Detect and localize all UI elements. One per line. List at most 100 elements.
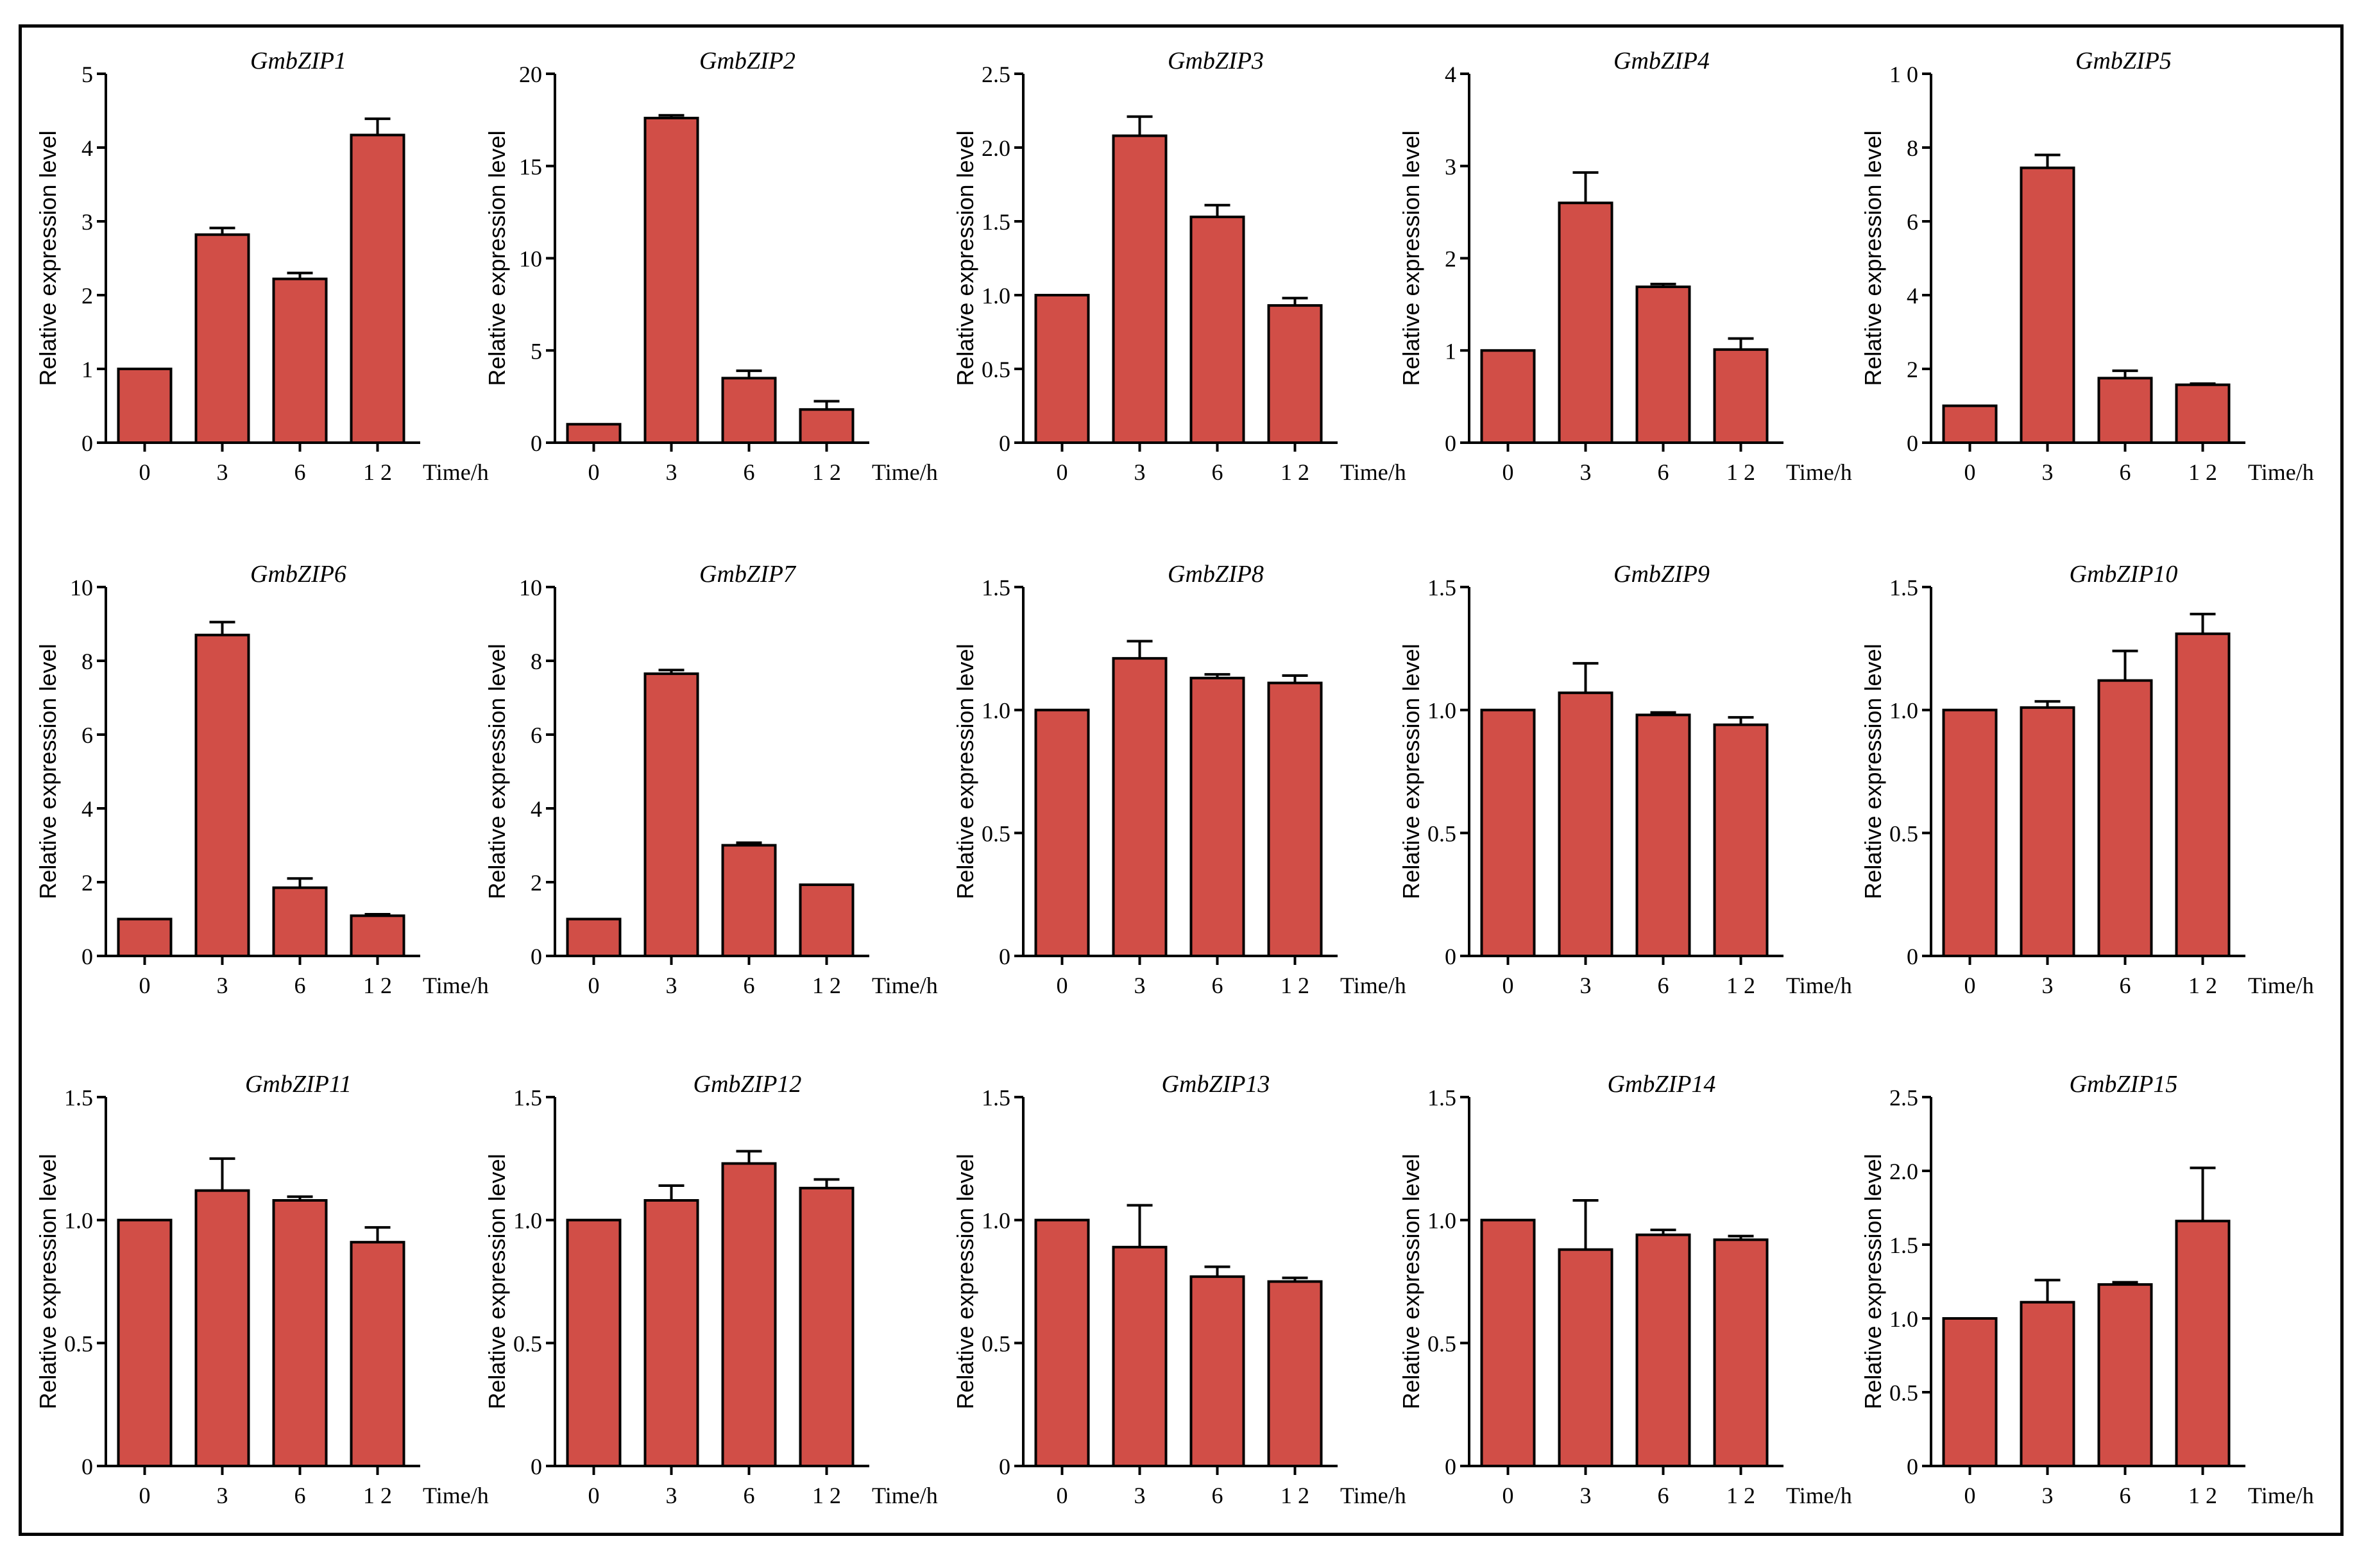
chart-title: GmbZIP5 bbox=[2075, 47, 2172, 74]
bar-3 bbox=[1112, 1245, 1168, 1468]
y-axis-label: Relative expression level bbox=[1860, 1154, 1886, 1409]
bar-0 bbox=[117, 917, 173, 957]
chart-title: GmbZIP7 bbox=[699, 561, 797, 588]
bar-0 bbox=[117, 1218, 173, 1467]
y-tick-label: 1.5 bbox=[513, 1085, 542, 1111]
bar-0 bbox=[1034, 294, 1090, 444]
y-tick-label: 1.0 bbox=[982, 1208, 1010, 1234]
chart-panel-14: GmbZIP14 Relative expression level 0 0.5 1.0… bbox=[1398, 1071, 1852, 1508]
bar-3 bbox=[2020, 166, 2075, 444]
bar-3 bbox=[194, 233, 250, 444]
y-axis-label: Relative expression level bbox=[35, 1154, 61, 1409]
y-axis-label: Relative expression level bbox=[952, 643, 978, 899]
bar-6 bbox=[1189, 216, 1245, 444]
x-axis-label: Time/h bbox=[2248, 1483, 2314, 1508]
x-tick-label: 0 bbox=[1502, 1483, 1514, 1508]
bar-12 bbox=[350, 1241, 405, 1467]
bar-3 bbox=[643, 117, 699, 444]
x-tick-label: 6 bbox=[2120, 459, 2131, 485]
y-tick-label: 0.5 bbox=[1427, 821, 1456, 846]
x-tick-label: 0 bbox=[139, 973, 151, 998]
y-tick-label: 0 bbox=[81, 944, 93, 969]
y-axis-label: Relative expression level bbox=[952, 1154, 978, 1409]
bar-12 bbox=[2175, 1220, 2231, 1467]
bar-6 bbox=[2097, 1283, 2153, 1467]
x-tick-label: 0 bbox=[1502, 459, 1514, 485]
y-tick-label: 0.5 bbox=[1889, 1380, 1918, 1406]
y-tick-label: 0 bbox=[999, 944, 1010, 969]
y-tick-label: 2 bbox=[1445, 246, 1456, 272]
bar-3 bbox=[643, 1199, 699, 1467]
bar-0 bbox=[1942, 708, 1998, 957]
chart-title: GmbZIP4 bbox=[1613, 47, 1710, 74]
x-axis-label: Time/h bbox=[1340, 973, 1406, 998]
chart-panel-3: GmbZIP3 Relative expression level 0 0.5 1.0 1… bbox=[952, 47, 1406, 485]
x-tick-label: 0 bbox=[1502, 973, 1514, 998]
y-tick-label: 0.5 bbox=[982, 821, 1010, 846]
y-tick-label: 0.5 bbox=[1427, 1331, 1456, 1356]
x-tick-label: 1 2 bbox=[1726, 459, 1755, 485]
chart-panel-10: GmbZIP10 Relative expression level 0 0.5 1.0… bbox=[1860, 561, 2314, 998]
y-tick-label: 3 bbox=[1445, 154, 1456, 180]
y-axis-label: Relative expression level bbox=[1398, 1154, 1424, 1409]
x-axis-label: Time/h bbox=[1786, 1483, 1852, 1508]
bar-12 bbox=[350, 914, 405, 957]
x-tick-label: 6 bbox=[1212, 1483, 1223, 1508]
bar-0 bbox=[1480, 349, 1536, 444]
chart-title: GmbZIP1 bbox=[250, 47, 346, 74]
y-tick-label: 0 bbox=[81, 430, 93, 456]
y-tick-label: 0 bbox=[531, 430, 542, 456]
x-tick-label: 1 2 bbox=[1726, 973, 1755, 998]
x-tick-label: 0 bbox=[1964, 973, 1976, 998]
y-tick-label: 20 bbox=[519, 62, 542, 87]
chart-title: GmbZIP3 bbox=[1168, 47, 1264, 74]
y-tick-label: 5 bbox=[81, 62, 93, 87]
x-tick-label: 6 bbox=[1658, 459, 1669, 485]
y-tick-label: 1.0 bbox=[513, 1208, 542, 1234]
x-tick-label: 6 bbox=[294, 973, 306, 998]
x-tick-label: 0 bbox=[1964, 1483, 1976, 1508]
x-axis-label: Time/h bbox=[2248, 459, 2314, 485]
x-axis-label: Time/h bbox=[423, 459, 489, 485]
x-tick-label: 0 bbox=[1057, 459, 1068, 485]
x-tick-label: 3 bbox=[1134, 459, 1146, 485]
figure-frame bbox=[19, 24, 2344, 1536]
x-tick-label: 3 bbox=[1580, 973, 1592, 998]
x-tick-label: 3 bbox=[1580, 1483, 1592, 1508]
y-tick-label: 5 bbox=[531, 338, 542, 364]
y-tick-label: 0 bbox=[81, 1454, 93, 1479]
bar-12 bbox=[799, 1186, 855, 1468]
y-tick-label: 0.5 bbox=[1889, 821, 1918, 846]
y-tick-label: 10 bbox=[70, 575, 93, 601]
y-tick-label: 10 bbox=[519, 575, 542, 601]
bar-3 bbox=[2020, 1300, 2075, 1467]
y-tick-label: 1.5 bbox=[982, 575, 1010, 601]
chart-panel-8: GmbZIP8 Relative expression level 0 0.5 1.0 1… bbox=[952, 561, 1406, 998]
y-tick-label: 4 bbox=[1907, 283, 1918, 309]
x-tick-label: 1 2 bbox=[2188, 973, 2217, 998]
y-axis-label: Relative expression level bbox=[1860, 130, 1886, 386]
chart-panel-2: GmbZIP2 Relative expression level 0 5 10 15 20… bbox=[484, 47, 938, 485]
bar-3 bbox=[1558, 1248, 1613, 1467]
y-tick-label: 6 bbox=[531, 722, 542, 748]
chart-title: GmbZIP9 bbox=[1613, 561, 1710, 588]
x-tick-label: 1 2 bbox=[1281, 1483, 1309, 1508]
x-tick-label: 6 bbox=[294, 1483, 306, 1508]
x-tick-label: 3 bbox=[2042, 1483, 2054, 1508]
bar-12 bbox=[350, 133, 405, 444]
bar-0 bbox=[566, 1218, 622, 1467]
bar-3 bbox=[643, 672, 699, 957]
x-tick-label: 3 bbox=[2042, 973, 2054, 998]
x-axis-label: Time/h bbox=[1786, 459, 1852, 485]
x-tick-label: 6 bbox=[744, 973, 755, 998]
bar-3 bbox=[1112, 657, 1168, 957]
y-tick-label: 6 bbox=[81, 722, 93, 748]
bar-6 bbox=[2097, 377, 2153, 444]
y-tick-label: 0 bbox=[999, 430, 1010, 456]
y-axis-label: Relative expression level bbox=[484, 643, 510, 899]
x-axis-label: Time/h bbox=[2248, 973, 2314, 998]
bar-0 bbox=[1942, 1317, 1998, 1467]
bar-0 bbox=[1942, 404, 1998, 444]
y-axis-label: Relative expression level bbox=[1398, 130, 1424, 386]
x-tick-label: 1 2 bbox=[1281, 973, 1309, 998]
